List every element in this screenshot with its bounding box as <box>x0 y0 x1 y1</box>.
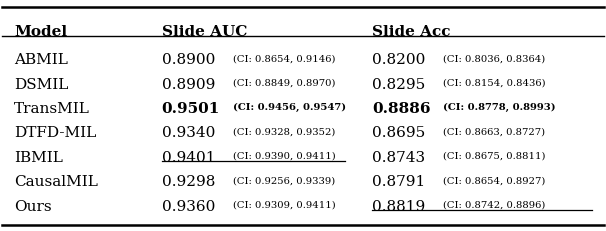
Text: (CI: 0.8742, 0.8896): (CI: 0.8742, 0.8896) <box>443 200 545 209</box>
Text: 0.8791: 0.8791 <box>372 174 425 188</box>
Text: (CI: 0.9390, 0.9411): (CI: 0.9390, 0.9411) <box>233 151 335 160</box>
Text: 0.9501: 0.9501 <box>162 102 220 116</box>
Text: (CI: 0.8654, 0.8927): (CI: 0.8654, 0.8927) <box>443 175 545 184</box>
Text: (CI: 0.8849, 0.8970): (CI: 0.8849, 0.8970) <box>233 78 335 87</box>
Text: (CI: 0.8654, 0.9146): (CI: 0.8654, 0.9146) <box>233 54 335 63</box>
Text: 0.9401: 0.9401 <box>162 150 215 164</box>
Text: ABMIL: ABMIL <box>14 53 68 67</box>
Text: 0.9340: 0.9340 <box>162 126 215 140</box>
Text: 0.8743: 0.8743 <box>372 150 425 164</box>
Text: 0.8695: 0.8695 <box>372 126 425 140</box>
Text: 0.9298: 0.9298 <box>162 174 215 188</box>
Text: (CI: 0.9456, 0.9547): (CI: 0.9456, 0.9547) <box>233 103 345 112</box>
Text: (CI: 0.8663, 0.8727): (CI: 0.8663, 0.8727) <box>443 127 545 136</box>
Text: (CI: 0.8675, 0.8811): (CI: 0.8675, 0.8811) <box>443 151 546 160</box>
Text: Slide AUC: Slide AUC <box>162 25 247 39</box>
Text: IBMIL: IBMIL <box>14 150 63 164</box>
Text: (CI: 0.8778, 0.8993): (CI: 0.8778, 0.8993) <box>443 103 556 112</box>
Text: 0.8819: 0.8819 <box>372 199 425 213</box>
Text: 0.8295: 0.8295 <box>372 77 425 91</box>
Text: 0.8886: 0.8886 <box>372 102 431 116</box>
Text: Slide Acc: Slide Acc <box>372 25 451 39</box>
Text: (CI: 0.8154, 0.8436): (CI: 0.8154, 0.8436) <box>443 78 546 87</box>
Text: (CI: 0.9309, 0.9411): (CI: 0.9309, 0.9411) <box>233 200 335 209</box>
Text: 0.8900: 0.8900 <box>162 53 215 67</box>
Text: CausalMIL: CausalMIL <box>14 174 98 188</box>
Text: Ours: Ours <box>14 199 52 213</box>
Text: DTFD-MIL: DTFD-MIL <box>14 126 96 140</box>
Text: (CI: 0.9328, 0.9352): (CI: 0.9328, 0.9352) <box>233 127 335 136</box>
Text: DSMIL: DSMIL <box>14 77 68 91</box>
Text: (CI: 0.9256, 0.9339): (CI: 0.9256, 0.9339) <box>233 175 335 184</box>
Text: TransMIL: TransMIL <box>14 102 90 116</box>
Text: 0.9360: 0.9360 <box>162 199 215 213</box>
Text: (CI: 0.8036, 0.8364): (CI: 0.8036, 0.8364) <box>443 54 545 63</box>
Text: 0.8200: 0.8200 <box>372 53 425 67</box>
Text: Model: Model <box>14 25 67 39</box>
Text: 0.8909: 0.8909 <box>162 77 215 91</box>
